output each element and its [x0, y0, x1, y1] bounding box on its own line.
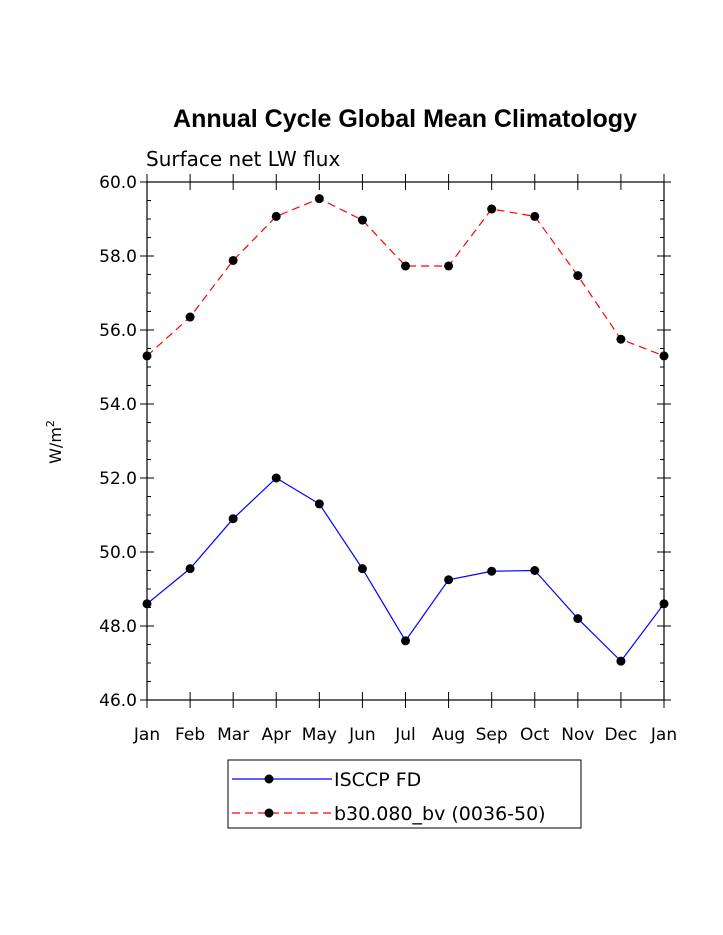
x-tick-label: Jun	[348, 725, 376, 745]
x-tick-label: Dec	[604, 725, 637, 745]
data-point	[659, 599, 669, 609]
x-tick-label: Jan	[133, 725, 160, 745]
data-point	[314, 194, 324, 204]
y-tick-label: 48.0	[99, 617, 137, 637]
x-tick-labels: Jan Feb Mar Apr May Jun Jul Aug Sep Oct Nov Dec Jan	[133, 725, 677, 745]
y-tick-label: 46.0	[99, 691, 137, 711]
plot-area-frame	[146, 181, 665, 701]
data-point	[185, 312, 195, 322]
chart-subtitle: Surface net LW flux	[146, 147, 340, 171]
data-point	[228, 514, 238, 524]
legend-box	[227, 759, 582, 829]
data-point	[530, 566, 540, 575]
y-tick-label: 52.0	[99, 469, 137, 489]
data-point	[444, 261, 454, 271]
data-point	[142, 351, 152, 361]
data-point	[271, 473, 281, 483]
data-point	[487, 566, 497, 576]
data-point	[228, 255, 238, 265]
chart-title: Annual Cycle Global Mean Climatology	[173, 105, 637, 133]
x-tick-label: Oct	[520, 725, 550, 745]
y-tick-label: 58.0	[99, 247, 137, 267]
y-tick-label: 54.0	[99, 395, 137, 415]
legend-label-2: b30.080_bv (0036-50)	[334, 803, 546, 825]
axis-ticks	[140, 174, 671, 708]
series-line-2	[146, 197, 665, 357]
y-tick-label: 60.0	[99, 173, 137, 193]
x-tick-label: Nov	[561, 725, 594, 745]
data-point	[401, 636, 410, 646]
legend-marker-2	[264, 808, 274, 818]
x-tick-label: Feb	[175, 725, 205, 745]
legend-marker-1	[264, 774, 274, 784]
data-point	[573, 271, 583, 281]
data-point	[616, 656, 626, 666]
data-point	[357, 564, 367, 574]
y-axis-label-text: W/m	[46, 427, 65, 464]
x-tick-label: Apr	[262, 725, 291, 745]
y-tick-label: 50.0	[99, 543, 137, 563]
data-point	[314, 499, 324, 509]
x-tick-label: Jan	[650, 725, 677, 745]
x-tick-label: Aug	[432, 725, 465, 745]
data-point	[185, 564, 195, 574]
legend: ISCCP FD b30.080_bv (0036-50)	[232, 769, 546, 825]
x-tick-label: Mar	[217, 725, 249, 745]
x-tick-label: Jul	[394, 725, 416, 745]
data-point	[573, 614, 583, 624]
data-point	[401, 261, 410, 271]
x-tick-label: Sep	[476, 725, 508, 745]
y-tick-label: 56.0	[99, 321, 137, 341]
y-tick-labels: 46.0 48.0 50.0 52.0 54.0 56.0 58.0 60.0	[99, 173, 137, 711]
y-axis-label: W/m2	[44, 420, 65, 464]
x-tick-label: May	[302, 725, 337, 745]
series-line-1	[146, 477, 665, 663]
data-point	[444, 575, 454, 585]
y-axis-label-superscript: 2	[44, 420, 57, 427]
data-point	[142, 599, 152, 609]
data-point	[487, 204, 497, 214]
data-point	[357, 215, 367, 225]
data-point	[271, 211, 281, 221]
legend-label-1: ISCCP FD	[334, 769, 421, 791]
series-layer	[142, 194, 669, 666]
data-point	[530, 211, 540, 221]
data-point	[659, 351, 669, 361]
data-point	[616, 334, 626, 344]
